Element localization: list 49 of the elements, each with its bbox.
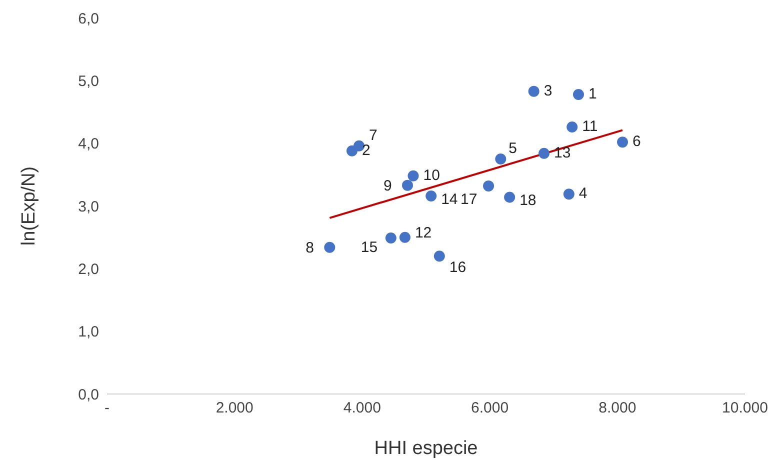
x-tick-label: - — [104, 400, 110, 417]
x-tick-label: 6.000 — [471, 400, 509, 417]
annotation: 3 — [544, 82, 552, 100]
annotation: 7 — [369, 126, 378, 144]
y-tick-label: 6,0 — [78, 10, 99, 28]
annotation: 13 — [554, 144, 571, 162]
annotation: 1 — [588, 85, 597, 102]
point — [538, 148, 550, 159]
y-tick-label: 0,0 — [78, 386, 99, 404]
point — [426, 190, 437, 202]
point — [504, 192, 516, 203]
x-axis-title: HHI especie — [374, 438, 478, 459]
annotation: 9 — [384, 177, 392, 194]
y-tick-label: 3,0 — [78, 198, 99, 216]
annotation: 18 — [520, 192, 536, 210]
annotation: 2 — [362, 142, 370, 159]
annotation: 12 — [414, 224, 432, 242]
point — [566, 122, 578, 133]
point — [617, 136, 628, 148]
point — [402, 180, 413, 191]
annotation: 6 — [632, 133, 641, 150]
y-tick-label: 5,0 — [78, 72, 99, 90]
point — [528, 86, 540, 97]
y-tick-label: 2,0 — [78, 260, 99, 278]
annotation: 4 — [578, 185, 588, 202]
annotation: 11 — [582, 118, 598, 136]
annotation: 5 — [508, 140, 517, 157]
point — [563, 188, 574, 200]
x-tick-label: 8.000 — [598, 400, 636, 417]
point — [572, 88, 584, 100]
point — [385, 232, 396, 244]
y-tick-label: 4,0 — [78, 136, 99, 153]
point — [399, 232, 410, 243]
annotation: 17 — [460, 190, 478, 208]
annotation: 14 — [441, 190, 458, 208]
point — [408, 170, 419, 182]
annotation: 10 — [423, 166, 440, 184]
annotation: 16 — [449, 259, 466, 276]
point — [483, 180, 494, 192]
x-tick-label: 2.000 — [216, 400, 254, 417]
y-axis-title: ln(Exp/N) — [18, 166, 40, 246]
annotation: 15 — [360, 238, 378, 256]
x-tick-label: 4.000 — [343, 400, 381, 417]
x-tick-label: 10.000 — [722, 400, 768, 417]
point — [495, 154, 506, 164]
point — [434, 250, 445, 262]
y-tick-label: 1,0 — [78, 324, 99, 341]
point — [324, 242, 336, 253]
annotation: 8 — [306, 239, 314, 256]
